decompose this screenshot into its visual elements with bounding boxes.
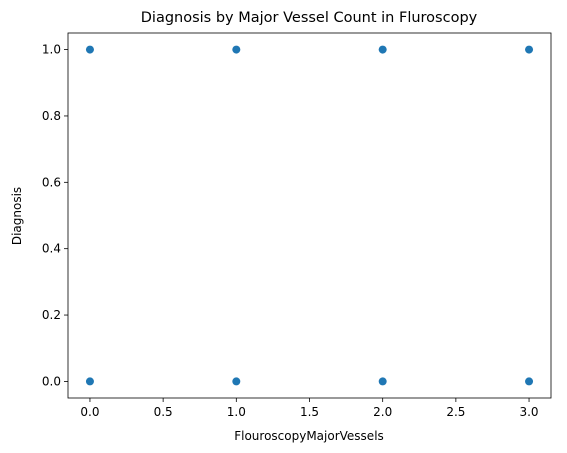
y-tick-label: 0.4 xyxy=(42,242,61,256)
y-tick-label: 0.2 xyxy=(42,308,61,322)
x-tick-label: 3.0 xyxy=(519,405,538,419)
data-point xyxy=(525,377,534,386)
y-tick-label: 0.0 xyxy=(42,374,61,388)
x-tick-label: 0.5 xyxy=(154,405,173,419)
x-axis-label: FlouroscopyMajorVessels xyxy=(234,429,384,443)
y-axis: 0.0 0.2 0.4 0.6 0.8 1.0 xyxy=(42,43,68,388)
data-point xyxy=(378,377,387,386)
y-tick-label: 0.8 xyxy=(42,109,61,123)
data-point xyxy=(232,377,241,386)
y-tick-label: 1.0 xyxy=(42,43,61,57)
data-point xyxy=(525,45,534,54)
y-axis-label: Diagnosis xyxy=(10,187,24,245)
x-tick-label: 2.5 xyxy=(446,405,465,419)
y-tick-label: 0.6 xyxy=(42,175,61,189)
data-points xyxy=(85,45,534,386)
x-tick-label: 1.5 xyxy=(300,405,319,419)
data-point xyxy=(85,45,94,54)
chart-title: Diagnosis by Major Vessel Count in Fluro… xyxy=(141,10,478,26)
data-point xyxy=(232,45,241,54)
plot-area xyxy=(67,32,552,399)
x-tick-label: 0.0 xyxy=(80,405,99,419)
plot-frame xyxy=(67,32,552,399)
x-tick-label: 2.0 xyxy=(373,405,392,419)
data-point xyxy=(85,377,94,386)
x-axis: 0.0 0.5 1.0 1.5 2.0 2.5 3.0 xyxy=(80,398,539,419)
x-tick-label: 1.0 xyxy=(227,405,246,419)
data-point xyxy=(378,45,387,54)
